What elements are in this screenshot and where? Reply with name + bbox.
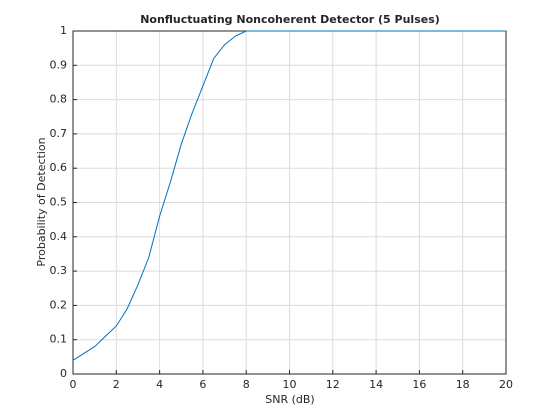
y-tick-label: 0: [60, 367, 67, 380]
data-line: [72, 30, 506, 361]
y-tick-label: 0.2: [50, 298, 68, 311]
x-tick-label: 4: [156, 378, 163, 391]
y-tick-label: 0.4: [50, 230, 68, 243]
x-tick-label: 8: [243, 378, 250, 391]
y-tick-label: 1: [60, 24, 67, 37]
x-axis-label: SNR (dB): [265, 393, 314, 406]
x-tick-label: 18: [456, 378, 470, 391]
y-axis-label: Probability of Detection: [35, 137, 48, 266]
y-tick-label: 0.1: [50, 333, 68, 346]
x-tick-label: 20: [499, 378, 513, 391]
y-tick-label: 0.8: [50, 93, 68, 106]
x-tick-label: 2: [113, 378, 120, 391]
y-tick-label: 0.9: [50, 58, 68, 71]
y-tick-label: 0.6: [50, 161, 68, 174]
y-tick-label: 0.7: [50, 127, 68, 140]
x-tick-label: 0: [70, 378, 77, 391]
chart-title: Nonfluctuating Noncoherent Detector (5 P…: [140, 13, 440, 26]
y-tick-label: 0.3: [50, 264, 68, 277]
x-tick-label: 12: [326, 378, 340, 391]
x-tick-label: 14: [369, 378, 383, 391]
x-tick-label: 6: [199, 378, 206, 391]
y-tick-label: 0.5: [50, 196, 68, 209]
x-tick-label: 16: [412, 378, 426, 391]
x-tick-label: 10: [283, 378, 297, 391]
